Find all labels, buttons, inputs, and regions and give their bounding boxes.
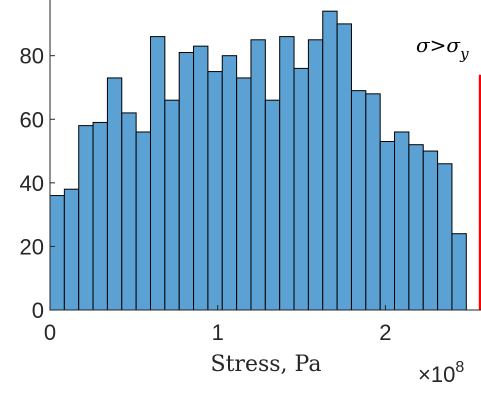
y-tick-label: 40 — [20, 171, 44, 196]
histogram-bar — [422, 150, 439, 311]
histogram-bar — [451, 233, 467, 311]
histogram-bar — [307, 39, 324, 311]
histogram-bar — [135, 131, 151, 311]
y-tick-label: 80 — [20, 44, 44, 69]
histogram-bar — [49, 195, 65, 311]
histogram-bar — [221, 55, 238, 311]
x-tick-label: 1 — [212, 320, 224, 345]
histogram-bar — [236, 77, 252, 311]
x-axis-label: Stress, Pa — [211, 352, 322, 377]
x-tick-labels: 0 1 2 — [44, 320, 392, 345]
x-exponent-label: ×108 — [418, 359, 464, 387]
histogram-bar — [207, 71, 223, 311]
histogram-bar — [365, 93, 381, 311]
annotation-symbol: σ — [416, 33, 431, 57]
histogram-bar — [322, 10, 338, 311]
x-tick-label: 0 — [44, 320, 56, 345]
x-tick-label: 2 — [379, 320, 391, 345]
histogram-bar — [193, 45, 209, 311]
histogram-bar — [350, 90, 367, 311]
histogram-bar — [92, 121, 108, 311]
histogram-bar — [408, 144, 424, 311]
histogram-bar — [293, 67, 309, 311]
histogram-bar — [149, 36, 166, 311]
x-exponent-power: 8 — [455, 359, 464, 376]
y-tick-label: 0 — [32, 298, 44, 323]
annotation-symbol-2: σ — [446, 33, 461, 57]
histogram-bar — [336, 23, 352, 311]
overflow-bar — [478, 74, 481, 310]
x-exponent-base: ×10 — [418, 362, 455, 387]
annotation-subscript: y — [459, 45, 469, 63]
annotation-relation: > — [430, 33, 447, 57]
axes — [49, 0, 481, 311]
histogram-bar — [178, 52, 195, 311]
histogram-bar — [63, 188, 80, 311]
histogram-bar — [78, 125, 94, 311]
histogram-bar — [121, 112, 137, 311]
histogram-bar — [379, 141, 396, 311]
overflow-bar-group — [478, 74, 481, 310]
y-tick-label: 20 — [20, 234, 44, 259]
histogram-bar — [394, 131, 410, 311]
y-tick-label: 60 — [20, 107, 44, 132]
histogram-bar — [279, 36, 295, 311]
histogram-bar — [164, 99, 180, 311]
yield-annotation: σ>σy — [416, 33, 469, 63]
y-tick-labels: 0 20 40 60 80 — [20, 44, 44, 323]
histogram-bar — [106, 77, 123, 311]
histogram-bar — [437, 163, 453, 311]
histogram-bar — [250, 39, 266, 311]
histogram-bars — [49, 10, 467, 311]
histogram-bar — [264, 99, 281, 311]
